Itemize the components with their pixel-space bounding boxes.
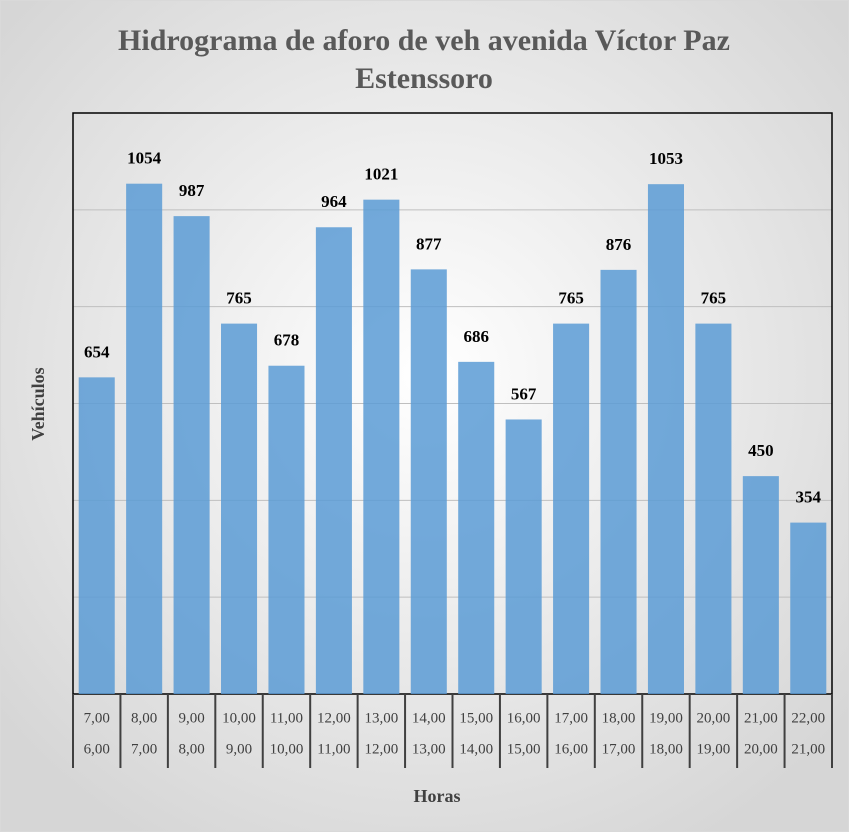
value-label: 877	[416, 234, 442, 253]
x-tick-label: 7,00	[84, 710, 110, 726]
value-label: 1021	[364, 165, 398, 184]
bar	[268, 365, 305, 694]
x-tick-label: 8,00	[131, 710, 157, 726]
bar	[221, 323, 258, 694]
x-tick-label: 11,00	[317, 741, 350, 757]
x-tick-label: 17,00	[602, 741, 636, 757]
x-tick-label: 14,00	[412, 710, 446, 726]
x-tick-label: 15,00	[459, 710, 493, 726]
y-axis-label: Vehículos	[28, 367, 48, 440]
x-tick-label: 8,00	[178, 741, 204, 757]
bar	[742, 476, 779, 694]
value-label: 654	[84, 342, 110, 361]
x-tick-label: 13,00	[364, 710, 398, 726]
x-tick-label: 21,00	[744, 710, 778, 726]
chart-title: Hidrograma de aforo de veh avenida Vícto…	[118, 24, 730, 95]
value-label: 964	[321, 192, 347, 211]
x-tick-label: 9,00	[226, 741, 252, 757]
bar	[78, 377, 115, 694]
bar	[790, 522, 827, 694]
bar	[315, 227, 352, 694]
value-label: 686	[463, 327, 489, 346]
x-tick-label: 14,00	[459, 741, 493, 757]
x-tick-label: 15,00	[507, 741, 541, 757]
x-tick-label: 13,00	[412, 741, 446, 757]
x-tick-label: 17,00	[554, 710, 588, 726]
bar	[458, 361, 495, 694]
value-label: 567	[511, 384, 537, 403]
x-tick-label: 20,00	[697, 710, 731, 726]
x-tick-label: 16,00	[554, 741, 588, 757]
value-label: 876	[606, 235, 632, 254]
value-label: 765	[226, 289, 252, 308]
bar	[410, 269, 447, 694]
value-label: 354	[796, 488, 822, 507]
bar	[600, 269, 637, 694]
x-tick-label: 20,00	[744, 741, 778, 757]
x-tick-label: 9,00	[178, 710, 204, 726]
bar	[647, 184, 684, 695]
x-tick-label: 12,00	[364, 741, 398, 757]
x-tick-label: 18,00	[649, 741, 683, 757]
bar	[695, 323, 732, 694]
x-axis-label: Horas	[414, 786, 461, 806]
x-tick-label: 22,00	[791, 710, 825, 726]
x-tick-label: 10,00	[222, 710, 256, 726]
value-label: 765	[558, 289, 584, 308]
value-label: 1053	[649, 149, 683, 168]
title-box: Hidrograma de aforo de veh avenida Vícto…	[118, 24, 730, 95]
x-tick-label: 7,00	[131, 741, 157, 757]
bar	[126, 183, 163, 694]
x-tick-label: 10,00	[270, 741, 304, 757]
value-label: 765	[701, 289, 727, 308]
x-tick-label: 21,00	[791, 741, 825, 757]
bar	[553, 323, 590, 694]
bar	[363, 199, 400, 694]
x-tick-label: 16,00	[507, 710, 541, 726]
x-tick-label: 6,00	[84, 741, 110, 757]
value-label: 450	[748, 441, 774, 460]
value-label: 678	[274, 331, 300, 350]
x-tick-label: 18,00	[602, 710, 636, 726]
value-label: 987	[179, 181, 205, 200]
bar	[505, 419, 542, 694]
value-label: 1054	[127, 149, 162, 168]
bar	[173, 216, 210, 694]
x-tick-label: 19,00	[649, 710, 683, 726]
x-tick-label: 19,00	[697, 741, 731, 757]
x-tick-label: 12,00	[317, 710, 351, 726]
x-tick-label: 11,00	[270, 710, 303, 726]
